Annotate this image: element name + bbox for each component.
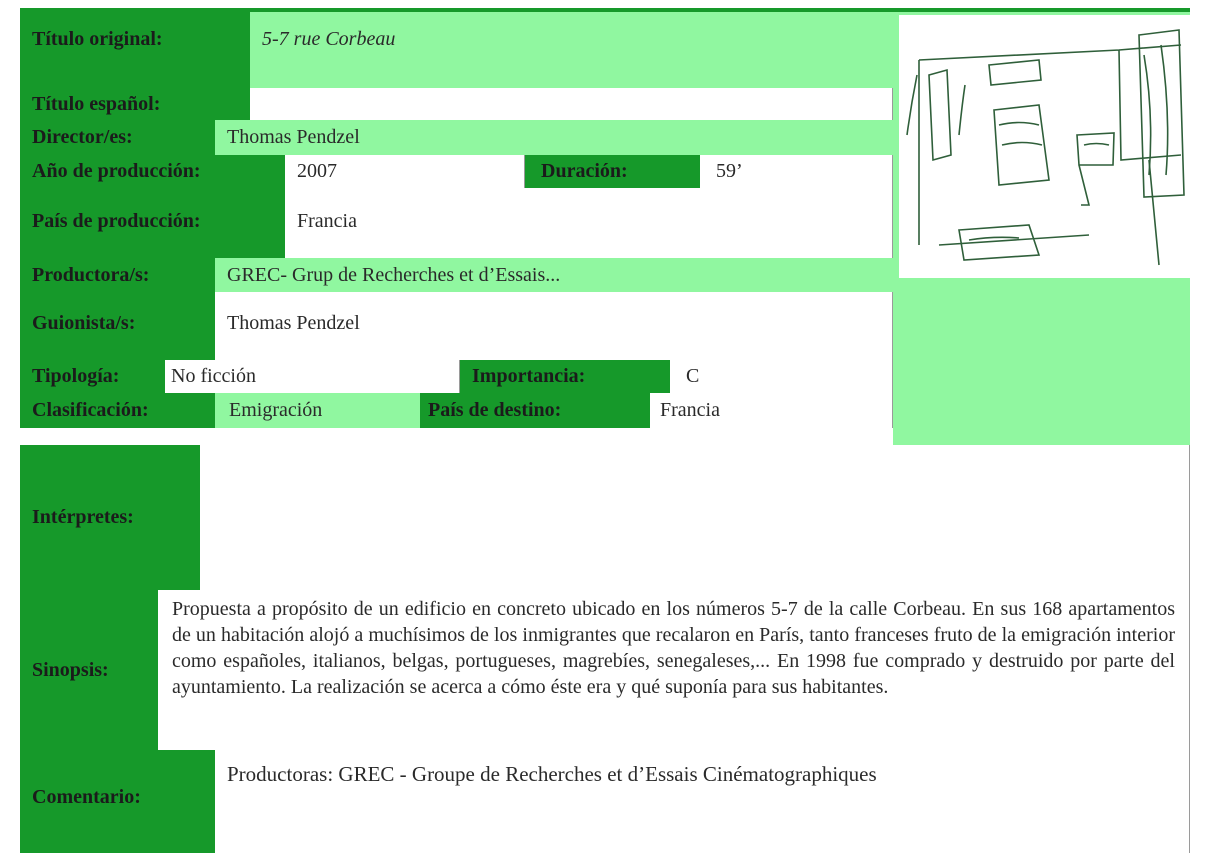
value: 5-7 rue Corbeau [250,12,897,88]
value: Thomas Pendzel [215,120,893,155]
label: País de destino: [420,393,650,428]
value [250,88,893,120]
label: Tipología: [20,360,165,393]
value: GREC- Grup de Recherches et d’Essais... [215,258,893,292]
value: 2007 [285,155,525,188]
label: Duración: [525,155,700,188]
value: Francia [650,393,893,428]
top-rule [20,8,1190,13]
label: Guionista/s: [20,292,215,360]
label: Intérpretes: [20,445,200,590]
label: Título español: [20,88,250,120]
label: Comentario: [20,750,215,853]
label: País de producción: [20,188,285,258]
value: C [670,360,893,393]
floor-plan-sketch [899,15,1190,278]
label: Título original: [20,12,250,88]
label: Importancia: [460,360,670,393]
label: Sinopsis: [20,590,158,750]
label: Clasificación: [20,393,215,428]
value: 59’ [700,155,893,188]
value [200,445,1190,590]
value: Emigración [215,393,420,428]
label: Año de producción: [20,155,285,188]
value: Productoras: GREC - Groupe de Recherches… [215,750,1190,853]
label: Productora/s: [20,258,215,292]
value: Propuesta a propósito de un edificio en … [158,590,1190,750]
value: No ficción [165,360,460,393]
value: Thomas Pendzel [215,292,893,360]
value: Francia [285,188,893,258]
label: Director/es: [20,120,215,155]
